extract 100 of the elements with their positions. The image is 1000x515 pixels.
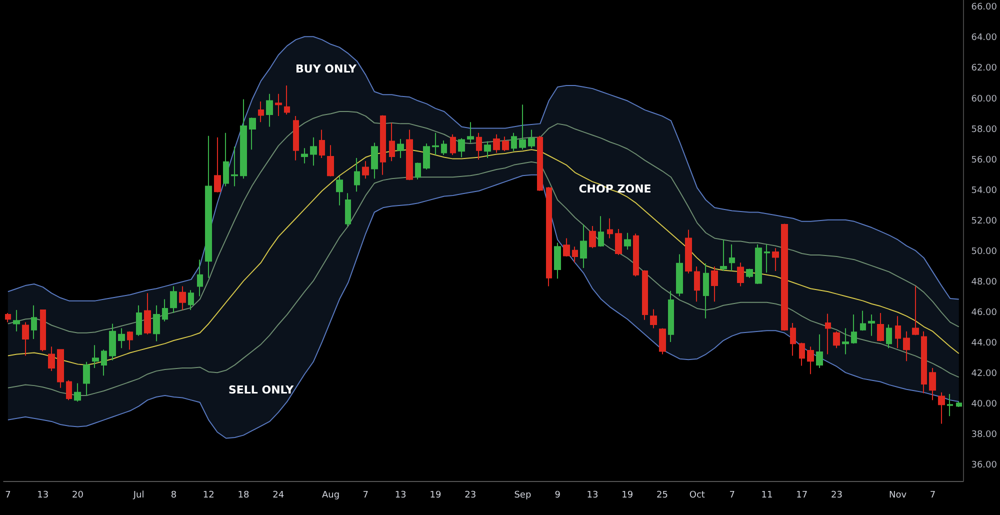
candlestick (170, 286, 177, 314)
x-tick-label: 18 (238, 490, 250, 500)
candlestick (240, 98, 247, 180)
candlestick (921, 330, 927, 394)
y-tick-label: 44.00 (971, 338, 998, 349)
candlestick (153, 304, 160, 342)
candlestick (266, 93, 273, 128)
candlestick (258, 101, 264, 123)
candlestick (589, 225, 596, 249)
candlestick (345, 192, 351, 226)
candlestick (101, 349, 107, 376)
x-tick-label: Nov (889, 490, 908, 500)
candlestick (66, 380, 72, 401)
candlestick (136, 304, 142, 336)
candlestick (607, 218, 613, 239)
candlestick (188, 290, 194, 310)
line-series (7, 110, 960, 334)
candlestick (537, 135, 543, 192)
candlestick (825, 313, 831, 355)
candlestick (799, 342, 805, 366)
x-tick-label: Aug (322, 490, 340, 500)
candlestick (415, 162, 421, 180)
candlestick (197, 259, 203, 297)
candlestick (886, 324, 892, 349)
candlestick (720, 239, 727, 272)
x-tick-label: 24 (272, 490, 284, 500)
candlestick (624, 232, 631, 250)
candlestick (511, 132, 517, 152)
candlestick (92, 344, 99, 369)
annotation: CHOP ZONE (578, 182, 652, 196)
y-tick-label: 36.00 (971, 460, 998, 471)
candlestick (868, 314, 875, 336)
candlestick (772, 248, 779, 272)
candlestick (205, 135, 212, 278)
candlestick (354, 158, 360, 192)
candlestick (956, 401, 962, 408)
candlestick (336, 176, 343, 206)
line-series (7, 161, 960, 396)
y-tick-label: 46.00 (971, 308, 998, 318)
candlestick (729, 244, 735, 272)
candlestick (668, 290, 674, 343)
candlestick (22, 322, 29, 356)
y-tick-label: 56.00 (971, 155, 998, 166)
candlestick (162, 298, 168, 322)
candlestick (764, 244, 770, 274)
candlestick (40, 309, 46, 352)
x-tick-label: 17 (796, 490, 808, 500)
annotation: BUY ONLY (296, 62, 358, 76)
candlestick (144, 292, 151, 335)
candlestick (790, 322, 796, 356)
y-tick-label: 38.00 (971, 430, 998, 440)
annotation: SELL ONLY (228, 384, 295, 396)
candlestick (572, 246, 578, 264)
candlestick (842, 328, 849, 355)
candlestick (580, 224, 587, 268)
candlestick (484, 140, 491, 159)
candlestick (659, 328, 666, 355)
candlestick (633, 233, 639, 277)
candlestick (903, 330, 910, 362)
candlestick (301, 148, 308, 164)
x-tick-label: 7 (5, 490, 11, 500)
candlestick (319, 129, 325, 159)
x-tick-label: 7 (930, 490, 936, 500)
candlestick (13, 309, 20, 332)
x-tick-label: 8 (170, 490, 177, 500)
candlestick (74, 382, 81, 402)
x-tick-label: 7 (362, 490, 369, 500)
candlestick (310, 136, 317, 166)
candlestick (598, 216, 604, 248)
candlestick (476, 132, 482, 160)
x-tick-label: Oct (689, 490, 706, 500)
candlestick (947, 393, 953, 417)
candlestick (397, 138, 404, 159)
candlestick (816, 334, 823, 369)
candlestick (327, 144, 334, 177)
candlestick (293, 116, 299, 161)
candlestick (406, 129, 413, 181)
y-tick-label: 50.00 (971, 246, 998, 257)
candlestick (284, 85, 290, 116)
candlestick (467, 122, 474, 144)
x-tick-label: 23 (464, 490, 476, 500)
candlestick (694, 266, 700, 302)
candlestick (441, 140, 447, 156)
x-tick-label: 19 (430, 490, 442, 500)
candlestick (362, 160, 369, 180)
y-tick-label: 60.00 (971, 94, 998, 104)
candlestick (650, 308, 657, 329)
y-tick-label: 40.00 (971, 400, 998, 410)
x-tick-label: 13 (37, 490, 49, 500)
candlestick (877, 312, 884, 342)
candlestick (423, 143, 430, 170)
candlestick (938, 392, 945, 424)
candlestick (458, 138, 465, 158)
candlestick (711, 266, 718, 302)
candlestick (563, 238, 570, 258)
candlestick (432, 132, 439, 156)
candlestick (223, 132, 229, 187)
line-series (7, 149, 960, 366)
candlestick (737, 262, 744, 287)
candlestick (371, 142, 378, 180)
